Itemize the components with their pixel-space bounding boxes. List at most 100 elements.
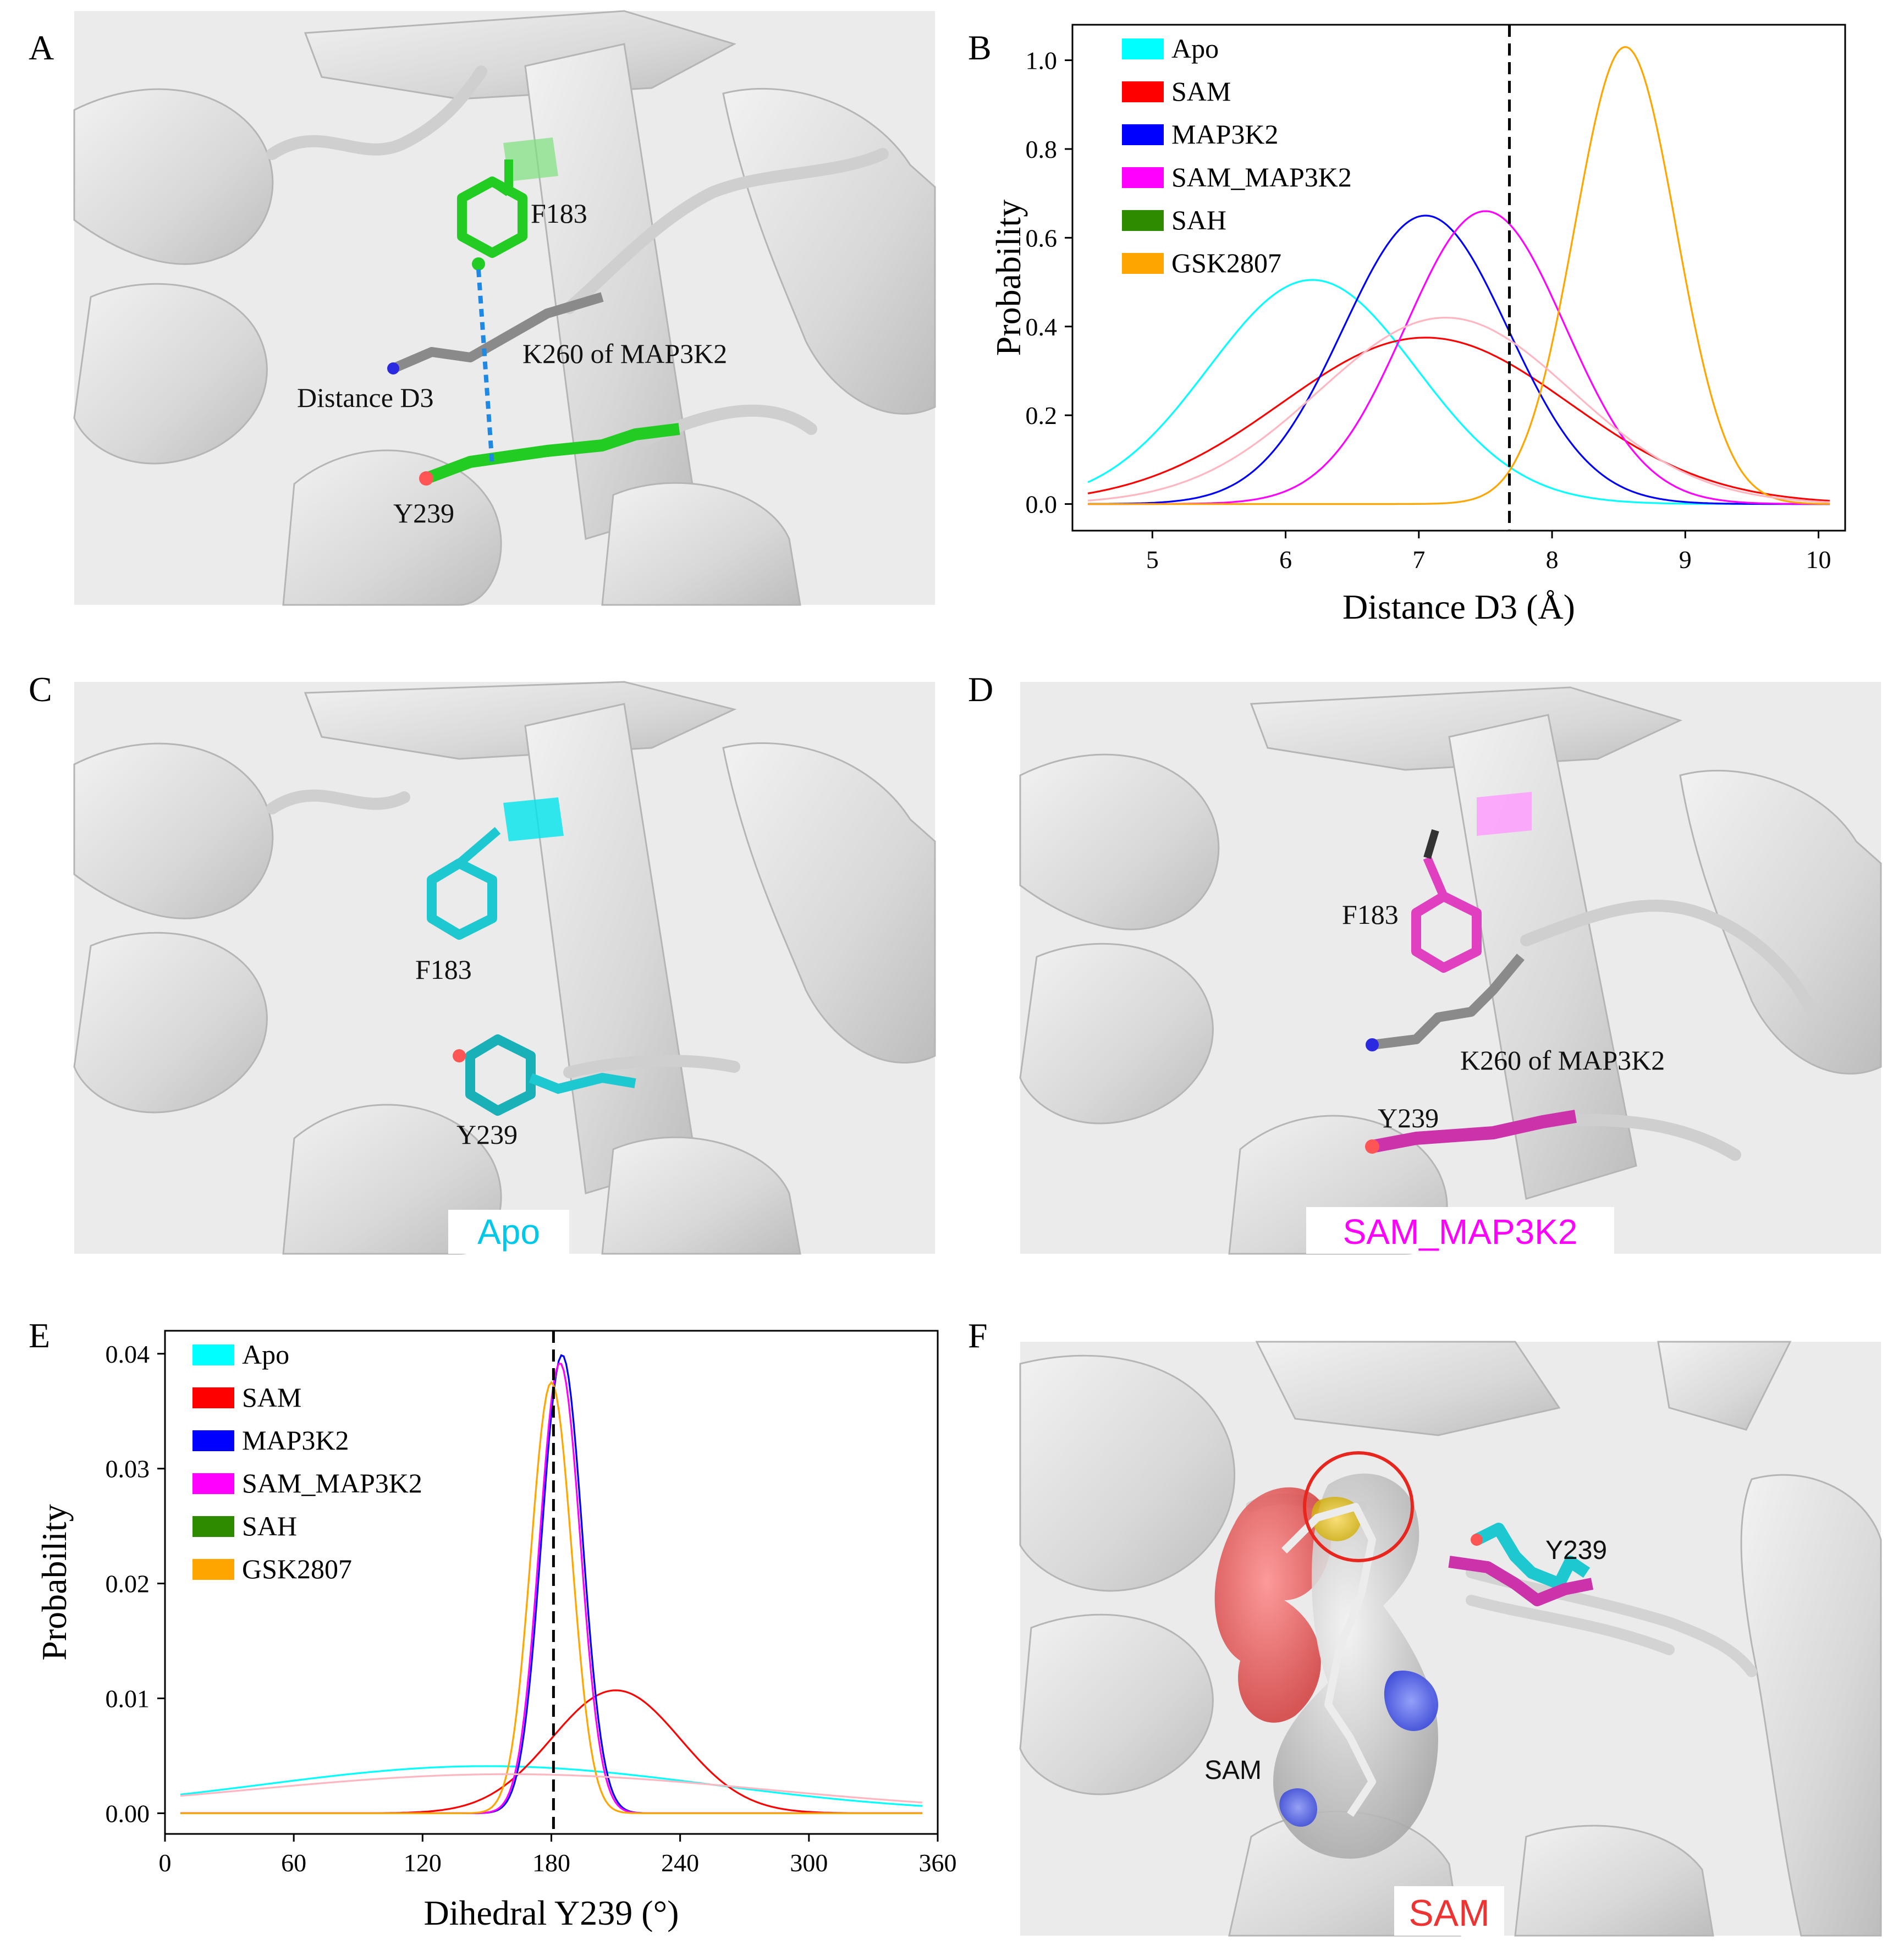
chart-e-ylabel: Probability	[35, 1504, 74, 1660]
chart-e-legend-swatch	[192, 1387, 234, 1408]
chart-b-legend-swatch	[1122, 124, 1164, 145]
y239-oxygen	[1471, 1534, 1483, 1546]
panel-d-caption-box	[1306, 1207, 1614, 1254]
chart-e-xtick-label: 300	[790, 1849, 828, 1877]
chart-e-series-line-apo	[180, 1765, 923, 1807]
chart-b-legend-swatch	[1122, 253, 1164, 274]
chart-e-legend-label: Apo	[242, 1339, 289, 1370]
panel-d-label-f183: F183	[1342, 899, 1399, 930]
distance-d3-line	[476, 269, 494, 465]
chart-e-ytick-label: 0.03	[106, 1455, 150, 1483]
f183-stem-top	[1423, 829, 1439, 859]
chart-e-legend-swatch	[192, 1430, 234, 1451]
panel-d-residues	[1365, 792, 1577, 1154]
chart-e-legend-swatch	[192, 1559, 234, 1580]
chart-b-axes-frame	[1071, 24, 1846, 532]
f183-stem	[1423, 856, 1448, 899]
sam-surface-grey	[1273, 1473, 1438, 1859]
chart-e-xtick-label: 240	[661, 1849, 699, 1877]
sam-surface-blue-2	[1279, 1788, 1317, 1827]
y239-sidechain	[1371, 1110, 1577, 1153]
chart-e-ytick-label: 0.01	[106, 1684, 150, 1712]
y239-sidechain	[529, 1072, 636, 1094]
panel-a-label-k260: K260 of MAP3K2	[522, 338, 727, 369]
chart-b-legend-swatch	[1122, 38, 1164, 59]
y239-oxygen	[1365, 1139, 1379, 1154]
panel-a-label-y239: Y239	[393, 498, 454, 528]
k260-nitrogen	[1366, 1038, 1379, 1051]
chart-b-ytick-label: 0.8	[1026, 135, 1058, 163]
chart-e-legend: Apo SAM MAP3K2 SAM_MAP3K2 SAH GSK2807	[192, 1339, 422, 1584]
panel-d-structure: F183 K260 of MAP3K2 Y239 SAM_MAP3K2	[1019, 682, 1882, 1255]
sam-surface-blue	[1384, 1671, 1438, 1731]
chart-b-legend-label: SAH	[1171, 205, 1226, 235]
panel-letter-c: C	[29, 670, 52, 709]
chart-b-series-line-apo	[1087, 279, 1830, 505]
chart-b-legend: Apo SAM MAP3K2 SAM_MAP3K2 SAH GSK2807	[1122, 33, 1352, 278]
sulfur-highlight-circle	[1303, 1451, 1414, 1562]
chart-b-series-line-sam	[1087, 337, 1830, 502]
chart-b-legend-swatch	[1122, 81, 1164, 102]
chart-b-legend-label: GSK2807	[1171, 247, 1281, 278]
chart-e-legend-label: SAH	[242, 1511, 297, 1541]
chart-e-legend-label: SAM_MAP3K2	[242, 1468, 422, 1498]
chart-e-xtick-label: 60	[281, 1849, 306, 1877]
panel-f-caption-box	[1394, 1886, 1504, 1936]
chart-b-xtick-label: 7	[1412, 546, 1425, 574]
chart-e-legend-label: SAM	[242, 1382, 301, 1413]
chart-e-series-line-sam	[180, 1689, 922, 1814]
y239-oxygen	[453, 1049, 466, 1062]
k260-sidechain	[391, 292, 604, 373]
chart-e-series-line-map3k2	[180, 1354, 922, 1814]
chart-b-xtick-label: 5	[1146, 546, 1159, 574]
panel-f-residues	[1448, 1523, 1594, 1606]
panel-c-structure: F183 Y239 Apo	[73, 681, 936, 1255]
y239-ring	[465, 1034, 536, 1116]
sam-sticks	[1281, 1503, 1376, 1817]
chart-b-xtick-label: 10	[1806, 546, 1831, 574]
chart-e-xtick-label: 360	[919, 1849, 957, 1877]
chart-b-distance-d3: 5 6 7 8 9 10 0.0 0.2 0.4 0.6 0.8 1.0 Distance D3 (Å)…	[989, 24, 1846, 626]
panel-f-label-sam: SAM	[1204, 1756, 1262, 1785]
panel-a-structure: F183 K260 of MAP3K2 Distance D3 Y239	[73, 10, 936, 606]
chart-e-legend-label: MAP3K2	[242, 1425, 349, 1456]
chart-e-ytick-label: 0.00	[106, 1799, 150, 1827]
panel-c-residues	[427, 797, 636, 1116]
chart-b-series-line-map3k2	[1088, 214, 1830, 505]
panel-f-structure: Y239 SAM SAM	[1019, 1341, 1882, 1937]
chart-b-legend-swatch	[1122, 210, 1164, 231]
panel-d-label-k260: K260 of MAP3K2	[1460, 1045, 1665, 1076]
k260-sidechain	[1371, 954, 1525, 1050]
chart-b-xtick-label: 6	[1279, 546, 1292, 574]
chart-b-ytick-label: 0.4	[1026, 313, 1058, 341]
f183-stem	[456, 827, 501, 867]
f183-patch	[1477, 792, 1532, 836]
chart-b-xtick-label: 8	[1546, 546, 1559, 574]
chart-b-ytick-label: 0.2	[1026, 401, 1058, 429]
chart-b-legend-label: SAM_MAP3K2	[1171, 162, 1352, 192]
panel-d-label-y239: Y239	[1378, 1103, 1439, 1133]
panel-f-label-y239: Y239	[1545, 1536, 1607, 1565]
y239-sidechain	[424, 423, 680, 484]
panel-letter-f: F	[968, 1316, 988, 1355]
chart-b-legend-label: SAM	[1171, 76, 1231, 107]
chart-e-xlabel: Dihedral Y239 (°)	[424, 1893, 679, 1932]
panel-letter-d: D	[968, 670, 993, 709]
chart-b-ytick-label: 0.6	[1026, 224, 1058, 252]
chart-e-legend-swatch	[192, 1473, 234, 1494]
panel-a-residues	[387, 137, 680, 486]
f183-centroid	[472, 257, 485, 271]
chart-e-xtick-label: 120	[404, 1849, 442, 1877]
y239-sam-map3k2	[1448, 1556, 1594, 1606]
panel-c-label-f183: F183	[415, 954, 472, 985]
panel-d-ribbons	[1019, 686, 1882, 1255]
chart-e-legend-swatch	[192, 1516, 234, 1537]
chart-b-ylabel: Probability	[989, 200, 1028, 356]
chart-b-ytick-label: 0.0	[1026, 491, 1058, 519]
chart-e-xtick-label: 0	[159, 1849, 172, 1877]
panel-c-label-y239: Y239	[456, 1119, 518, 1150]
panel-d-caption: SAM_MAP3K2	[1343, 1212, 1578, 1252]
panel-letters: A B C D E F	[29, 28, 993, 1355]
y239-apo	[1474, 1523, 1591, 1590]
